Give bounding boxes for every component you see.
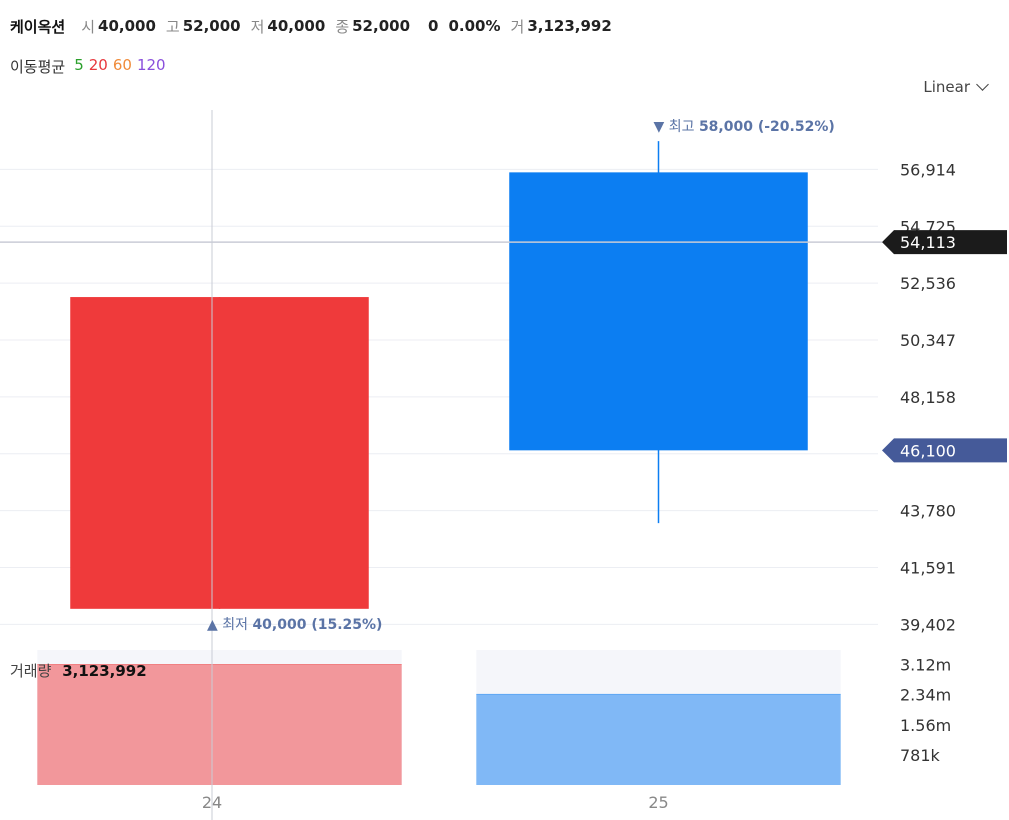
volume-tick-label: 3.12m xyxy=(900,656,951,675)
y-tick-label: 50,347 xyxy=(900,331,956,350)
ohlc-header: 케이옥션 시 40,000 고 52,000 저 40,000 종 52,000… xyxy=(10,14,622,38)
ma-period-60: 60 xyxy=(112,56,132,74)
candle-body xyxy=(70,297,369,609)
low-value: 40,000 xyxy=(267,17,326,35)
low-label: 저 xyxy=(250,17,265,36)
crosshair-price-tag: 54,113 xyxy=(900,233,956,252)
scale-dropdown-value: Linear xyxy=(923,78,970,96)
y-tick-label: 48,158 xyxy=(900,388,956,407)
high-label: 고 xyxy=(165,17,180,36)
volume-value: 3,123,992 xyxy=(527,17,612,35)
stock-name: 케이옥션 xyxy=(10,17,66,36)
last-price-tag-bg xyxy=(882,438,1007,463)
scale-dropdown[interactable]: Linear xyxy=(923,78,989,96)
crosshair-price-tag-bg xyxy=(882,230,1007,255)
high-value: 52,000 xyxy=(182,17,241,35)
ma-period-5: 5 xyxy=(74,56,84,74)
change-pct: 0.00% xyxy=(448,17,501,35)
ma-period-120: 120 xyxy=(136,56,166,74)
volume-tick-label: 781k xyxy=(900,746,941,765)
change-value: 0 xyxy=(428,17,439,35)
moving-average-legend[interactable]: 이동평균 5 20 60 120 xyxy=(10,56,166,77)
volume-legend-value: 3,123,992 xyxy=(62,662,147,680)
volume-tick-label: 2.34m xyxy=(900,686,951,705)
y-tick-label: 41,591 xyxy=(900,558,956,577)
y-tick-label: 43,780 xyxy=(900,502,956,521)
y-tick-label: 52,536 xyxy=(900,274,956,293)
y-tick-label: 56,914 xyxy=(900,160,956,179)
high-annotation: ▼ 최고 58,000 (-20.52%) xyxy=(654,119,835,135)
last-price-tag: 46,100 xyxy=(900,441,956,460)
ma-period-20: 20 xyxy=(88,56,108,74)
close-label: 종 xyxy=(335,17,350,36)
candle-body xyxy=(509,172,808,451)
low-annotation: ▲ 최저 40,000 (15.25%) xyxy=(207,617,382,633)
volume-label: 거 xyxy=(510,17,525,36)
volume-tick-label: 1.56m xyxy=(900,716,951,735)
moving-average-label: 이동평균 xyxy=(10,58,66,76)
volume-bar xyxy=(476,694,841,785)
open-label: 시 xyxy=(81,17,96,36)
y-tick-label: 39,402 xyxy=(900,615,956,634)
x-tick-label: 25 xyxy=(648,793,668,812)
volume-legend-label: 거래량 xyxy=(10,662,52,680)
volume-legend: 거래량 3,123,992 xyxy=(10,660,147,681)
close-value: 52,000 xyxy=(352,17,411,35)
open-value: 40,000 xyxy=(98,17,156,35)
volume-bar xyxy=(37,664,402,785)
